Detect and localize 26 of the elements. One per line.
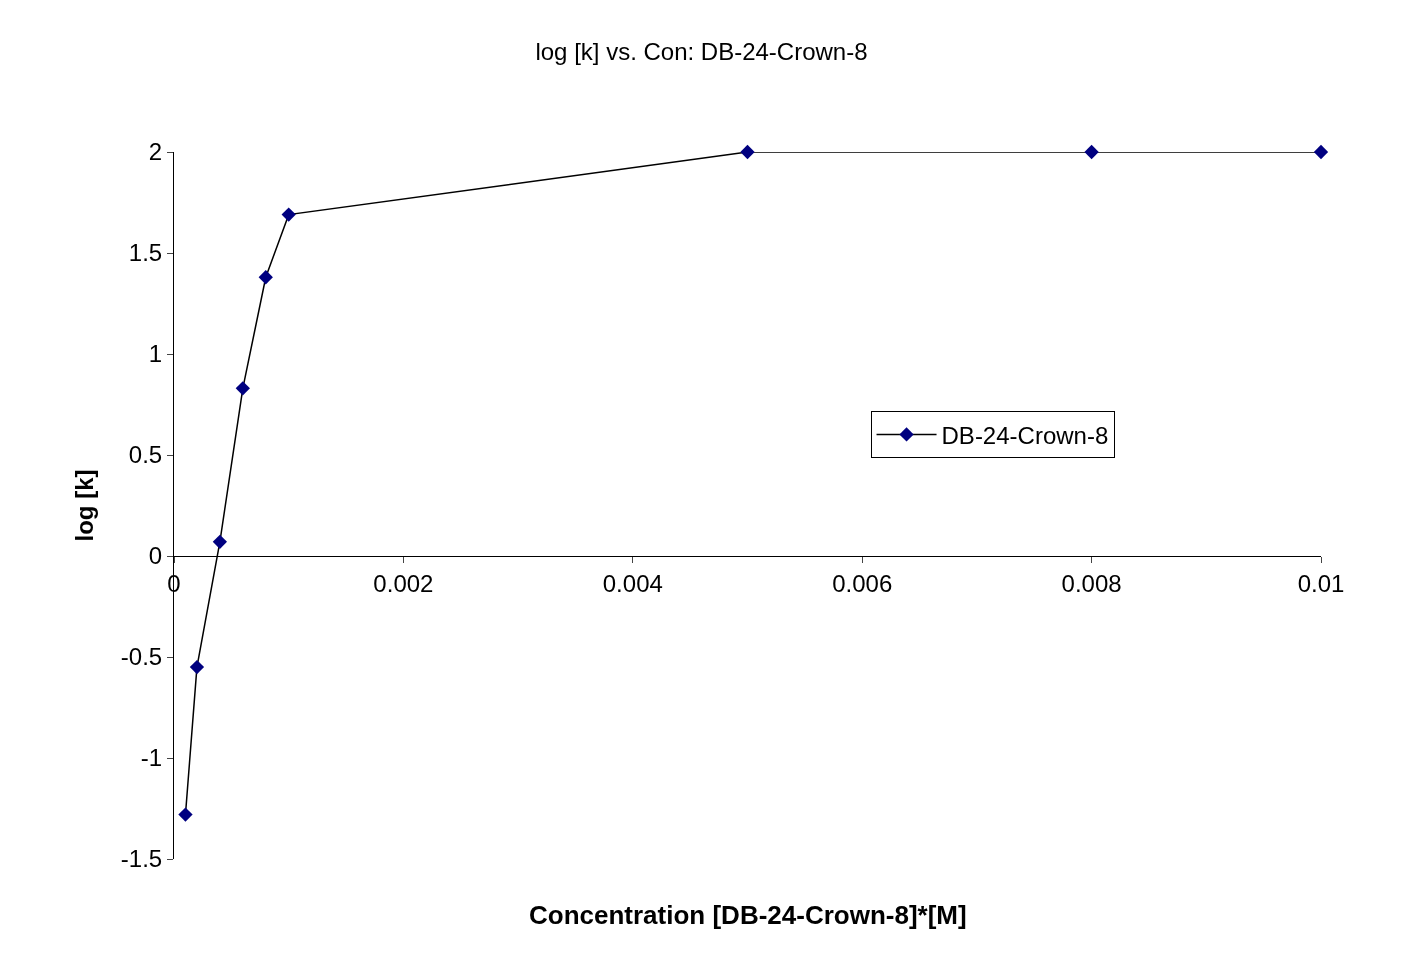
y-tick-label: 0.5 — [128, 441, 163, 469]
x-axis-title: Concentration [DB-24-Crown-8]*[M] — [529, 900, 967, 930]
y-tick-label: -1 — [140, 744, 163, 772]
chart-title: log [k] vs. Con: DB-24-Crown-8 — [535, 37, 868, 65]
x-tick-label: 0.002 — [373, 569, 434, 597]
y-tick-label: 0 — [148, 542, 163, 570]
legend-label: DB-24-Crown-8 — [941, 421, 1109, 449]
x-tick-label: 0.004 — [602, 569, 663, 597]
x-tick-label: 0.008 — [1061, 569, 1122, 597]
point — [189, 659, 205, 675]
y-axis-title: log [k] — [70, 469, 98, 542]
x-tick-label: 0.01 — [1297, 569, 1345, 597]
point — [258, 270, 273, 285]
y-tick-label: -0.5 — [120, 643, 163, 671]
y-tick-label: 2 — [148, 138, 163, 166]
y-tick-label: 1.5 — [128, 239, 163, 267]
point — [178, 807, 193, 822]
x-tick-label: 0.006 — [832, 569, 893, 597]
point — [740, 144, 755, 160]
point — [212, 534, 228, 550]
point — [1084, 144, 1099, 160]
y-tick-label: 1 — [148, 340, 163, 368]
point — [1313, 144, 1329, 160]
y-tick-label: -1.5 — [120, 845, 163, 873]
point — [281, 207, 296, 222]
point — [235, 381, 250, 396]
